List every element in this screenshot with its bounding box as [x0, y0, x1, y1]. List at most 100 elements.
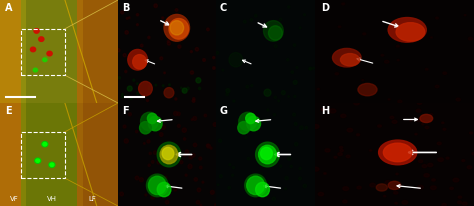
Circle shape	[294, 122, 297, 125]
Circle shape	[239, 120, 241, 123]
Circle shape	[446, 157, 449, 159]
Circle shape	[255, 14, 257, 17]
Bar	[77, 103, 118, 206]
Circle shape	[284, 188, 286, 190]
Circle shape	[148, 88, 150, 90]
Circle shape	[392, 120, 397, 123]
Circle shape	[396, 23, 425, 41]
Circle shape	[148, 92, 150, 95]
Circle shape	[146, 174, 168, 197]
Text: VF: VF	[9, 196, 18, 202]
Circle shape	[160, 57, 163, 60]
Circle shape	[383, 143, 412, 162]
Circle shape	[202, 181, 204, 183]
Circle shape	[384, 142, 390, 146]
Circle shape	[419, 160, 423, 163]
Circle shape	[207, 144, 210, 148]
Circle shape	[388, 181, 401, 190]
Circle shape	[239, 112, 256, 131]
Circle shape	[294, 142, 298, 146]
Circle shape	[340, 149, 343, 152]
Circle shape	[278, 100, 280, 102]
Circle shape	[200, 204, 202, 206]
Circle shape	[36, 159, 40, 162]
Circle shape	[341, 114, 346, 118]
Circle shape	[47, 51, 52, 56]
Circle shape	[182, 88, 187, 93]
Circle shape	[422, 118, 425, 119]
Circle shape	[43, 143, 47, 146]
Text: E: E	[5, 106, 11, 116]
Circle shape	[182, 90, 185, 92]
Circle shape	[169, 84, 171, 86]
Circle shape	[210, 147, 212, 149]
Circle shape	[157, 160, 161, 164]
Circle shape	[324, 173, 326, 174]
Circle shape	[303, 184, 307, 188]
Circle shape	[309, 67, 311, 70]
Circle shape	[378, 125, 382, 127]
Circle shape	[321, 109, 324, 111]
Circle shape	[346, 155, 350, 158]
Text: A: A	[5, 3, 12, 13]
Circle shape	[356, 134, 360, 136]
Circle shape	[443, 128, 446, 130]
Circle shape	[151, 160, 154, 163]
Circle shape	[138, 81, 152, 96]
Circle shape	[192, 98, 195, 100]
Circle shape	[170, 21, 183, 35]
Circle shape	[128, 113, 131, 116]
Circle shape	[175, 98, 177, 100]
Circle shape	[338, 153, 342, 156]
Circle shape	[154, 151, 157, 154]
Circle shape	[137, 92, 139, 95]
Circle shape	[335, 73, 338, 75]
Circle shape	[418, 185, 423, 189]
Text: F: F	[122, 106, 128, 116]
Circle shape	[288, 96, 289, 97]
Circle shape	[317, 88, 319, 90]
Circle shape	[425, 68, 428, 70]
Text: D: D	[321, 3, 329, 13]
Circle shape	[130, 63, 133, 66]
Circle shape	[233, 100, 235, 102]
Circle shape	[140, 44, 143, 47]
Bar	[77, 0, 118, 103]
Circle shape	[271, 152, 274, 155]
Circle shape	[247, 157, 250, 160]
Circle shape	[357, 186, 361, 189]
Circle shape	[196, 200, 200, 204]
Circle shape	[160, 145, 178, 164]
Text: VH: VH	[47, 196, 57, 202]
Circle shape	[219, 139, 222, 142]
Circle shape	[285, 176, 288, 180]
Circle shape	[384, 60, 389, 63]
Circle shape	[157, 182, 171, 197]
Circle shape	[177, 28, 179, 30]
Circle shape	[189, 155, 192, 159]
Circle shape	[200, 166, 202, 169]
Circle shape	[272, 197, 275, 200]
Circle shape	[436, 17, 438, 19]
Circle shape	[259, 173, 263, 176]
Circle shape	[167, 35, 170, 37]
Text: G: G	[220, 106, 228, 116]
Bar	[0, 103, 26, 206]
Bar	[21, 29, 65, 75]
Circle shape	[381, 144, 385, 147]
Circle shape	[462, 202, 467, 205]
Circle shape	[206, 144, 209, 147]
Circle shape	[216, 51, 219, 54]
Circle shape	[121, 11, 124, 14]
Circle shape	[255, 182, 269, 197]
Circle shape	[155, 84, 156, 86]
Circle shape	[193, 143, 197, 147]
Circle shape	[388, 99, 390, 100]
Text: B: B	[122, 3, 129, 13]
Circle shape	[154, 174, 157, 178]
Circle shape	[363, 33, 366, 35]
Circle shape	[213, 123, 217, 126]
Circle shape	[390, 116, 394, 119]
Circle shape	[184, 154, 186, 157]
Circle shape	[264, 89, 271, 96]
